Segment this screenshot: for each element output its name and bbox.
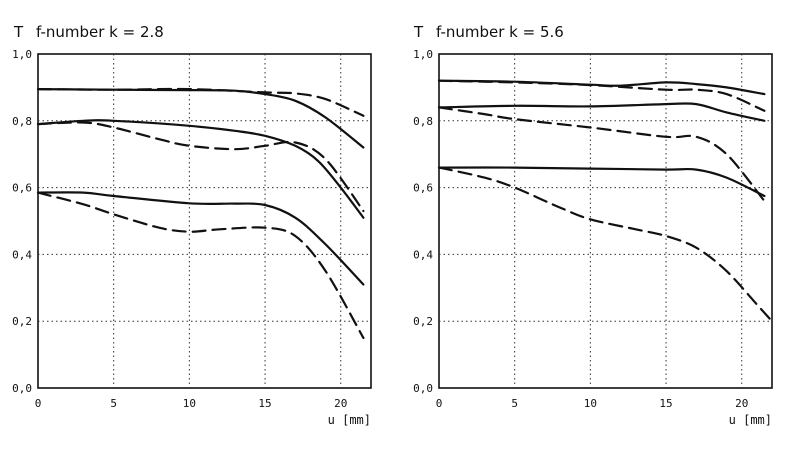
series-line-dashed (36, 121, 365, 213)
series-group (36, 87, 365, 339)
x-tick-label: 15 (659, 397, 672, 410)
series-line-solid (36, 88, 365, 149)
x-tick-label: 0 (436, 397, 443, 410)
x-tick-label: 10 (584, 397, 597, 410)
y-axis-label: T (413, 23, 424, 41)
y-tick-label: 0,6 (12, 182, 32, 195)
y-tick-label: 0,2 (413, 315, 433, 328)
chart-panel-left: T f-number k = 2.8 0 5 10 15 200,00,20,40,60… (12, 23, 372, 427)
y-tick-label: 1,0 (413, 48, 433, 61)
y-tick-label: 0,8 (413, 115, 433, 128)
y-tick-label: 0,6 (413, 182, 433, 195)
series-line-solid (437, 166, 766, 198)
plot-frame (438, 53, 773, 389)
series-line-solid (437, 102, 766, 122)
tick-labels: 0 5 10 15 20 0,0 0,2 0,4 0,6 0,8 1,0 (413, 48, 748, 410)
series-group (437, 79, 774, 323)
x-tick-label: 15 (258, 397, 271, 410)
series-line-dashed (36, 191, 365, 339)
y-tick-label: 1,0 (12, 48, 32, 61)
grid-lines (38, 54, 371, 388)
series-line-solid (437, 79, 766, 96)
x-tick-label: 20 (334, 397, 347, 410)
y-tick-label: 0,2 (12, 315, 32, 328)
x-axis-label: u [mm] (328, 413, 371, 427)
series-line-dashed (36, 87, 365, 117)
x-tick-label: 0 (35, 397, 42, 410)
chart-title: f-number k = 5.6 (436, 23, 564, 41)
y-tick-label: 0,0 (12, 382, 32, 395)
series-line-dashed (437, 79, 766, 112)
x-tick-label: 5 (110, 397, 117, 410)
y-tick-label: 0,8 (12, 115, 32, 128)
series-line-solid (36, 119, 365, 219)
series-line-solid (36, 191, 365, 286)
chart-panel-right: T f-number k = 5.6 0 5 10 15 200,00,20,40,60… (413, 23, 774, 427)
y-tick-label: 0,4 (413, 248, 433, 261)
y-tick-label: 0,0 (413, 382, 433, 395)
grid-lines (439, 54, 772, 388)
x-tick-label: 5 (511, 397, 518, 410)
chart-title: f-number k = 2.8 (36, 23, 164, 41)
x-tick-label: 10 (183, 397, 196, 410)
y-axis-label: T (13, 23, 24, 41)
y-tick-label: 0,4 (12, 248, 32, 261)
series-line-dashed (437, 106, 766, 203)
x-tick-label: 20 (735, 397, 748, 410)
x-axis-label: u [mm] (729, 413, 772, 427)
tick-labels: 0 5 10 15 20 0,0 0,2 0,4 0,6 0,8 1,0 (12, 48, 347, 410)
series-line-dashed (437, 166, 774, 323)
plot-frame (37, 53, 372, 389)
